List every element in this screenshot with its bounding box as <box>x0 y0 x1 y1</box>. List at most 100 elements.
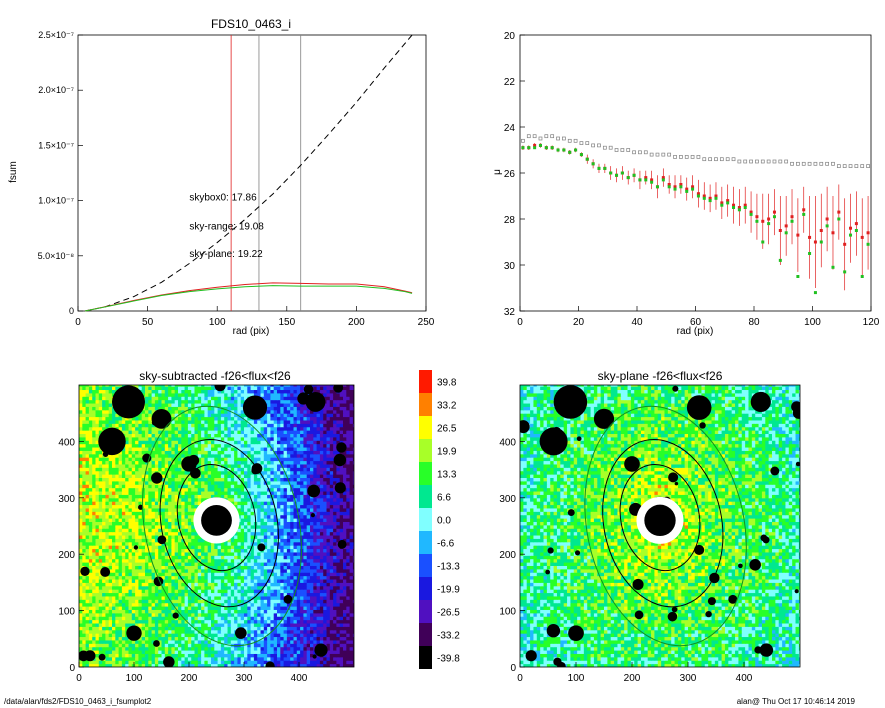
heatmap-cell <box>224 555 228 560</box>
heatmap-cell <box>319 491 324 495</box>
heatmap-cell <box>151 599 156 604</box>
heatmap-cell <box>197 606 202 610</box>
heatmap-cell <box>323 579 327 583</box>
heatmap-cell <box>214 599 219 604</box>
chart2-point <box>667 185 671 189</box>
heatmap-cell <box>293 616 298 621</box>
chart2-point <box>778 258 782 262</box>
heatmap-cell <box>352 663 354 667</box>
chart2-point <box>842 164 847 168</box>
heatmap-cell <box>161 521 166 526</box>
heatmap-cell <box>247 568 252 573</box>
heatmap-cell <box>277 639 281 644</box>
heatmap-cell <box>171 541 176 546</box>
heatmap-cell <box>263 528 268 533</box>
heatmap-cell <box>128 589 133 594</box>
heatmap-cell <box>217 616 222 621</box>
heatmap-cell <box>227 633 232 638</box>
heatmap-cell <box>161 548 166 553</box>
heatmap-cell <box>247 575 252 580</box>
heatmap-cell <box>161 592 166 597</box>
heatmap-cell <box>263 579 268 583</box>
heatmap-cell <box>204 548 209 553</box>
heatmap-cell <box>174 643 179 648</box>
heatmap-cell <box>201 609 205 614</box>
heatmap-cell <box>88 646 93 651</box>
heatmap-cell <box>286 639 291 644</box>
heatmap-cell <box>174 595 179 600</box>
heatmap-cell <box>118 633 123 638</box>
heatmap-cell <box>105 626 110 631</box>
heatmap-cell <box>230 480 235 485</box>
heatmap-cell <box>263 538 268 543</box>
heatmap-cell <box>349 616 354 621</box>
heatmap-cell <box>92 514 96 519</box>
heatmap-cell <box>313 599 318 604</box>
heatmap-cell <box>247 646 252 651</box>
chart2-point <box>807 161 812 166</box>
heatmap-cell <box>125 511 129 516</box>
heatmap-cell <box>204 602 209 607</box>
heatmap-cell <box>253 541 258 546</box>
heatmap-cell <box>217 477 222 482</box>
heatmap-cell <box>286 592 291 597</box>
heatmap-cell <box>85 518 90 522</box>
heatmap-cell <box>168 477 172 482</box>
heatmap-cell <box>237 504 242 509</box>
chart2-point <box>848 164 853 168</box>
heatmap-cell <box>131 477 136 482</box>
heatmap-cell <box>286 609 291 614</box>
heatmap-cell <box>118 623 123 627</box>
heatmap-cell <box>306 643 311 648</box>
heatmap-cell <box>138 518 143 522</box>
heatmap-cell <box>161 639 166 644</box>
heatmap-cell <box>121 585 126 590</box>
heatmap-cell <box>141 592 146 597</box>
heatmap-cell <box>253 595 258 600</box>
chart2-point <box>574 148 578 152</box>
heatmap-cell <box>230 541 235 546</box>
heatmap-cell <box>204 639 209 644</box>
heatmap-cell <box>247 484 252 489</box>
heatmap-cell <box>201 491 205 495</box>
heatmap-cell <box>214 541 219 546</box>
heatmap-cell <box>306 595 311 600</box>
heatmap-cell <box>273 562 278 566</box>
heatmap-cell <box>184 565 189 570</box>
heatmap-cell <box>310 599 314 604</box>
heatmap-cell <box>145 535 149 539</box>
heatmap-cell <box>194 545 199 550</box>
heatmap-cell <box>333 575 337 580</box>
heatmap-cell <box>118 535 123 539</box>
heatmap-cell <box>286 487 291 492</box>
heatmap-cell <box>108 538 113 543</box>
heatmap-cell <box>151 595 156 600</box>
heatmap-cell <box>191 575 195 580</box>
heatmap-cell <box>250 612 255 617</box>
heatmap-cell <box>174 585 179 590</box>
heatmap-cell <box>263 602 268 607</box>
heatmap-cell <box>352 535 354 539</box>
heatmap-cell <box>300 548 304 553</box>
heatmap-cell <box>333 545 337 550</box>
heatmap-cell <box>178 558 182 563</box>
heatmap-cell <box>178 568 182 573</box>
chart2-point <box>655 185 659 189</box>
heatmap-cell <box>339 562 344 566</box>
heatmap-cell <box>319 501 324 506</box>
heatmap-cell <box>257 643 261 648</box>
heatmap-cell <box>240 531 245 536</box>
heatmap-cell <box>211 548 215 553</box>
heatmap-cell <box>118 555 123 560</box>
heatmap-cell <box>280 575 285 580</box>
heatmap-cell <box>125 636 129 641</box>
heatmap-cell <box>343 511 347 516</box>
heatmap-cell <box>121 660 126 665</box>
heatmap-cell <box>306 582 311 587</box>
heatmap-cell <box>280 531 285 536</box>
chart2-point <box>679 183 683 186</box>
heatmap-cell <box>326 643 331 648</box>
heatmap-cell <box>82 663 87 667</box>
heatmap-cell <box>300 565 304 570</box>
chart2-point <box>860 164 865 168</box>
